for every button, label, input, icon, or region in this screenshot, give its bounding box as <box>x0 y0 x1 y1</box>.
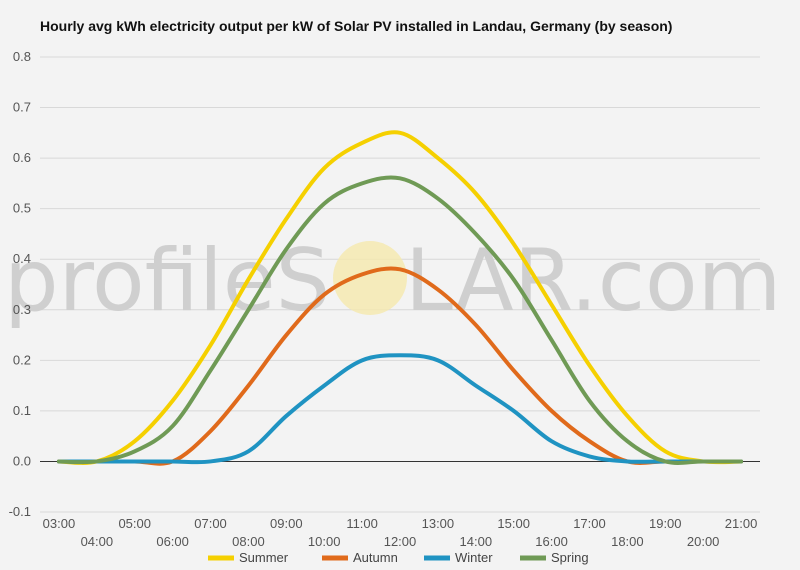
grid-lines <box>40 56 760 513</box>
chart-title: Hourly avg kWh electricity output per kW… <box>40 18 673 34</box>
x-tick-label: 07:00 <box>194 516 227 531</box>
series-line-spring <box>56 175 744 465</box>
x-tick-label: 11:00 <box>346 516 378 531</box>
x-tick-label: 18:00 <box>611 534 644 549</box>
x-tick-label: 10:00 <box>308 534 341 549</box>
x-tick-label: 13:00 <box>422 516 455 531</box>
legend: Summer Autumn Winter Spring <box>208 550 589 565</box>
x-tick-label: 14:00 <box>460 534 493 549</box>
x-tick-label: 05:00 <box>118 516 151 531</box>
watermark: profileS LAR.com <box>4 231 781 331</box>
x-tick-label: 08:00 <box>232 534 265 549</box>
x-tick-label: 20:00 <box>687 534 720 549</box>
watermark-sun-icon <box>333 241 407 315</box>
watermark-text-right: LAR.com <box>405 231 781 331</box>
y-tick-label: 0.2 <box>13 352 31 367</box>
x-tick-label: 12:00 <box>384 534 417 549</box>
watermark-text-left: profileS <box>4 231 330 331</box>
x-tick-label: 17:00 <box>573 516 606 531</box>
y-tick-label: 0.3 <box>13 302 31 317</box>
x-tick-label: 21:00 <box>725 516 758 531</box>
x-tick-label: 03:00 <box>43 516 76 531</box>
y-tick-label: 0.7 <box>13 100 31 115</box>
x-tick-label: 04:00 <box>81 534 114 549</box>
series-line-summer <box>56 130 744 465</box>
series-line-winter <box>56 353 744 465</box>
y-axis-ticks: -0.1 0.0 0.1 0.2 0.3 0.4 0.5 0.6 0.7 0.8 <box>9 49 31 519</box>
x-axis-ticks: 03:00 04:00 05:00 06:00 07:00 08:00 09:00 10:00… <box>43 516 758 549</box>
x-tick-label: 16:00 <box>535 534 568 549</box>
x-tick-label: 19:00 <box>649 516 682 531</box>
y-tick-label: 0.1 <box>13 403 31 418</box>
series-lines <box>56 130 744 466</box>
y-tick-label: 0.6 <box>13 150 31 165</box>
legend-label-summer: Summer <box>239 550 289 565</box>
y-tick-label: 0.8 <box>13 49 31 64</box>
y-tick-label: 0.0 <box>13 453 31 468</box>
legend-label-spring: Spring <box>551 550 589 565</box>
y-tick-label: -0.1 <box>9 504 31 519</box>
legend-label-autumn: Autumn <box>353 550 398 565</box>
x-tick-label: 15:00 <box>497 516 530 531</box>
y-tick-label: 0.4 <box>13 251 31 266</box>
legend-label-winter: Winter <box>455 550 493 565</box>
x-tick-label: 06:00 <box>156 534 189 549</box>
y-tick-label: 0.5 <box>13 201 31 216</box>
x-tick-label: 09:00 <box>270 516 303 531</box>
